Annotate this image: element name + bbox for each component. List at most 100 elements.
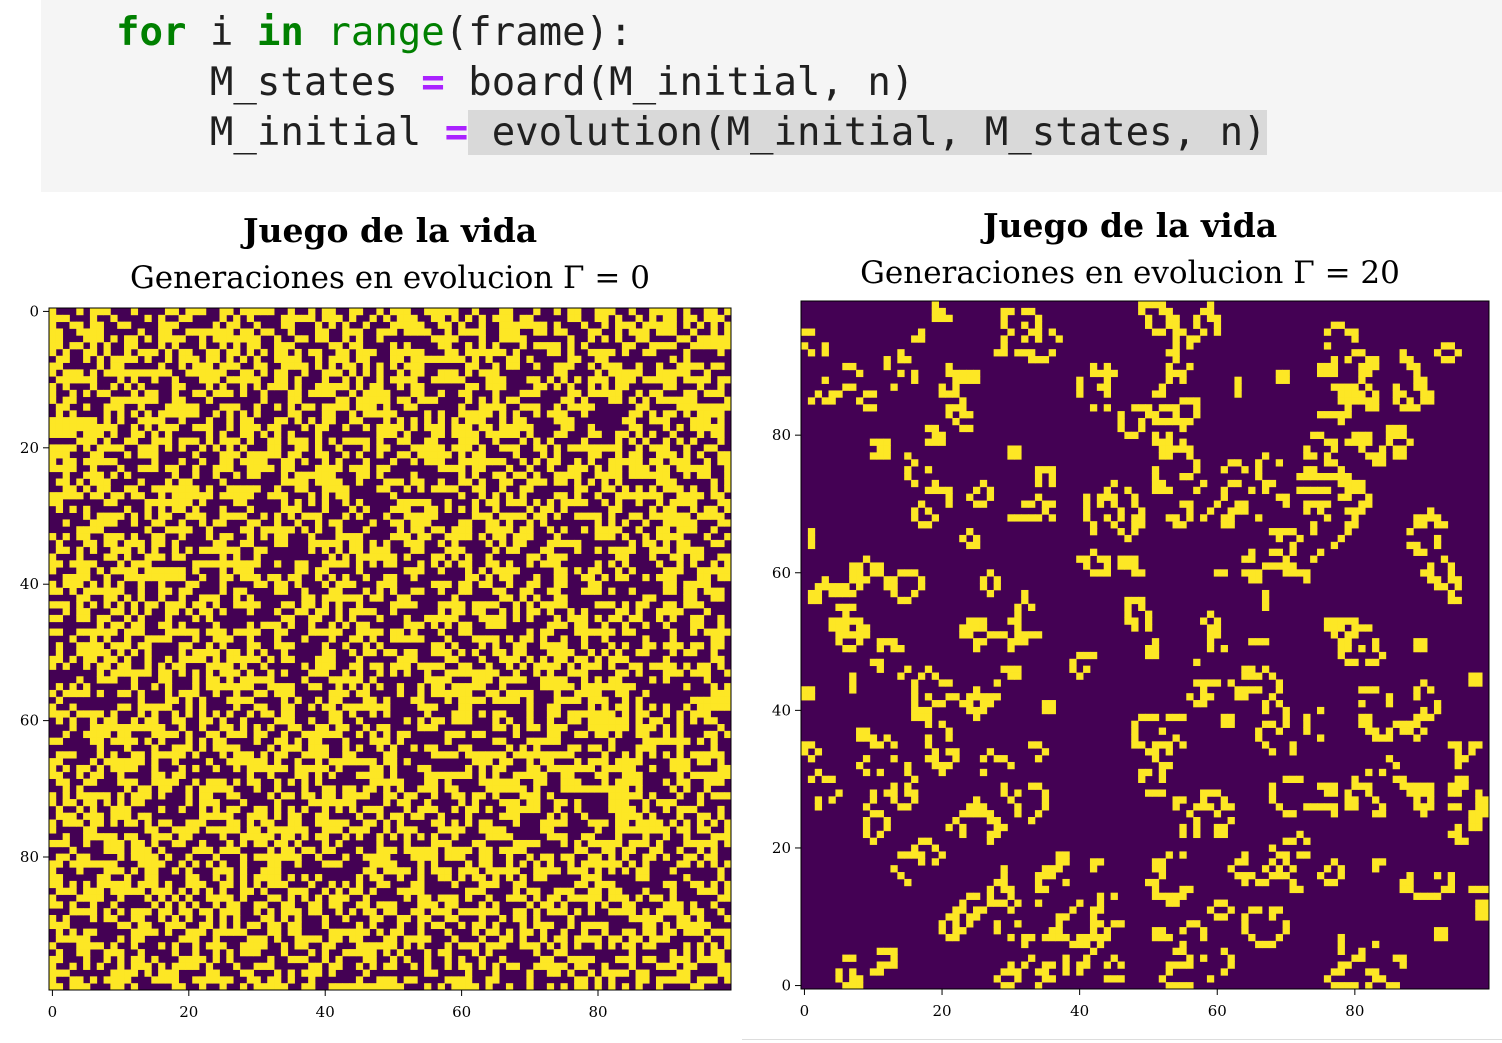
alive-cell [280,471,289,479]
code-line-1[interactable]: for i in range(frame): [116,8,633,58]
alive-cell [226,724,234,732]
alive-cell [465,860,473,868]
alive-cell [553,417,561,425]
alive-cell [124,614,132,623]
alive-cell [465,342,473,350]
alive-cell [424,771,432,779]
alive-cell [478,410,486,418]
alive-cell [49,628,57,636]
alive-cell [355,464,364,473]
alive-cell [117,642,125,650]
alive-cell [185,853,193,861]
alive-cell [451,983,459,991]
alive-cell [390,608,398,616]
alive-cell [649,410,657,418]
alive-cell [465,587,473,595]
alive-cell [690,553,698,561]
alive-cell [403,942,411,950]
alive-cell [608,717,616,725]
code-line-3[interactable]: M_initial = evolution(M_initial, M_state… [116,108,1267,158]
alive-cell [89,655,98,664]
alive-cell [246,539,254,548]
alive-cell [458,826,466,834]
alive-cell [696,376,705,384]
alive-cell [608,533,616,541]
alive-cell [233,764,241,773]
alive-cell [690,621,698,629]
alive-cell [124,730,132,739]
alive-cell [117,512,125,520]
alive-cell [219,580,227,589]
alive-cell [287,901,295,909]
alive-cell [430,512,439,520]
alive-cell [328,942,336,950]
alive-cell [649,308,657,316]
alive-cell [239,949,248,957]
alive-cell [390,580,398,589]
alive-cell [376,703,384,711]
alive-cell [124,724,132,732]
alive-cell [110,758,118,766]
alive-cell [321,805,330,814]
alive-cell [560,328,568,336]
alive-cell [362,901,370,909]
alive-cell [662,669,671,677]
alive-cell [696,880,705,889]
alive-cell [376,669,384,677]
alive-cell [512,751,520,759]
alive-cell [635,526,643,534]
alive-cell [178,478,186,486]
alive-cell [130,983,139,991]
alive-cell [103,458,111,466]
alive-cell [103,874,111,882]
alive-cell [615,369,623,377]
alive-cell [76,342,84,350]
alive-cell [485,430,493,438]
alive-cell [383,389,391,398]
alive-cell [696,451,705,459]
alive-cell [662,737,671,745]
alive-cell [560,812,568,820]
alive-cell [478,880,486,889]
alive-cell [390,867,398,875]
alive-cell [260,751,268,759]
alive-cell [178,362,186,370]
alive-cell [117,689,125,698]
alive-cell [512,696,520,704]
alive-cell [492,383,500,391]
alive-cell [130,601,139,609]
alive-cell [280,983,289,991]
code-cell[interactable]: for i in range(frame): M_states = board(… [41,0,1502,192]
alive-cell [683,962,691,970]
alive-cell [62,969,70,977]
alive-cell [553,867,561,875]
alive-cell [342,819,350,827]
alive-cell [274,935,282,943]
alive-cell [505,799,514,807]
alive-cell [390,983,398,991]
alive-cell [615,839,623,848]
alive-cell [239,628,248,636]
alive-cell [321,812,330,820]
alive-cell [444,321,452,329]
alive-cell [49,839,57,848]
alive-cell [601,969,609,977]
alive-cell [717,751,725,759]
alive-cell [321,601,330,609]
alive-cell [451,935,459,943]
alive-cell [499,348,507,357]
alive-cell [349,799,357,807]
code-line-2[interactable]: M_states = board(M_initial, n) [116,58,914,108]
alive-cell [69,860,77,868]
alive-cell [362,969,370,977]
alive-cell [151,348,159,357]
alive-cell [383,710,391,718]
alive-cell [396,594,405,602]
alive-cell [335,928,343,936]
alive-cell [505,805,514,814]
alive-cell [540,512,548,520]
alive-cell [369,874,377,882]
alive-cell [314,696,323,704]
alive-cell [335,314,343,323]
alive-cell [369,560,377,568]
